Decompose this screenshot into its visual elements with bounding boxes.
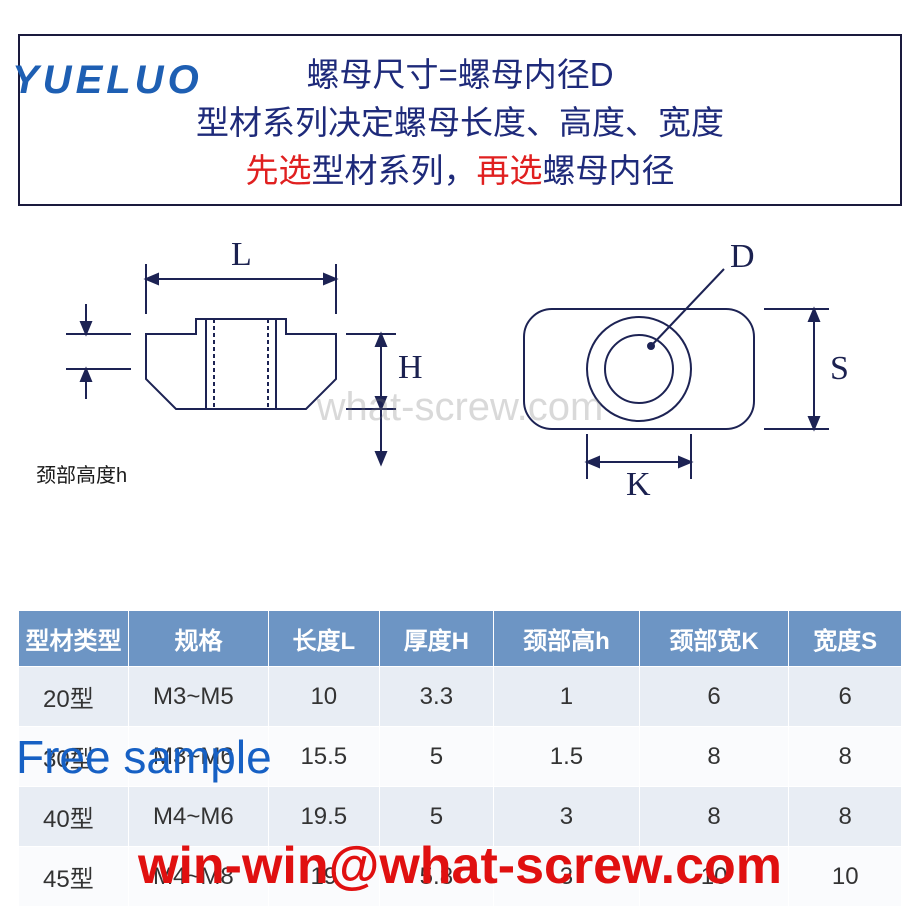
front-view-diagram: L H 颈部高度h — [36, 234, 456, 494]
cell: 8 — [639, 727, 789, 787]
cell: 3.3 — [379, 667, 494, 727]
th-6: 宽度S — [789, 611, 902, 667]
label-h: H — [398, 349, 423, 387]
top-view-diagram: D S K — [464, 234, 884, 494]
label-d: D — [730, 238, 755, 276]
cell: M3~M5 — [129, 667, 269, 727]
th-4: 颈部高h — [494, 611, 640, 667]
contact-overlay: win-win@what-screw.com — [0, 836, 920, 896]
cell: 20型 — [19, 667, 129, 727]
free-sample-overlay: Free sample — [16, 730, 272, 784]
cell: 6 — [639, 667, 789, 727]
cell: 8 — [789, 727, 902, 787]
th-2: 长度L — [269, 611, 380, 667]
emphasis-1: 先选 — [246, 152, 312, 189]
title-line-3: 先选型材系列，再选螺母内径 — [40, 144, 880, 192]
cell: 5 — [379, 727, 494, 787]
cell: 15.5 — [269, 727, 380, 787]
cell: 6 — [789, 667, 902, 727]
th-1: 规格 — [129, 611, 269, 667]
label-neck: 颈部高度h — [36, 459, 127, 488]
cell: 10 — [269, 667, 380, 727]
cell: 1 — [494, 667, 640, 727]
title-line-2: 型材系列决定螺母长度、高度、宽度 — [40, 96, 880, 144]
brand-logo: YUELUO — [12, 58, 203, 103]
plain-2: 螺母内径 — [543, 152, 675, 189]
label-k: K — [626, 466, 651, 504]
top-view-svg — [464, 234, 884, 494]
th-3: 厚度H — [379, 611, 494, 667]
table-row: 20型 M3~M5 10 3.3 1 6 6 — [19, 667, 902, 727]
th-5: 颈部宽K — [639, 611, 789, 667]
table-header-row: 型材类型 规格 长度L 厚度H 颈部高h 颈部宽K 宽度S — [19, 611, 902, 667]
diagram-area: L H 颈部高度h — [18, 234, 902, 524]
th-0: 型材类型 — [19, 611, 129, 667]
label-s: S — [830, 350, 849, 388]
label-l: L — [231, 236, 252, 274]
cell: 1.5 — [494, 727, 640, 787]
plain-1: 型材系列， — [312, 152, 477, 189]
emphasis-2: 再选 — [477, 152, 543, 189]
